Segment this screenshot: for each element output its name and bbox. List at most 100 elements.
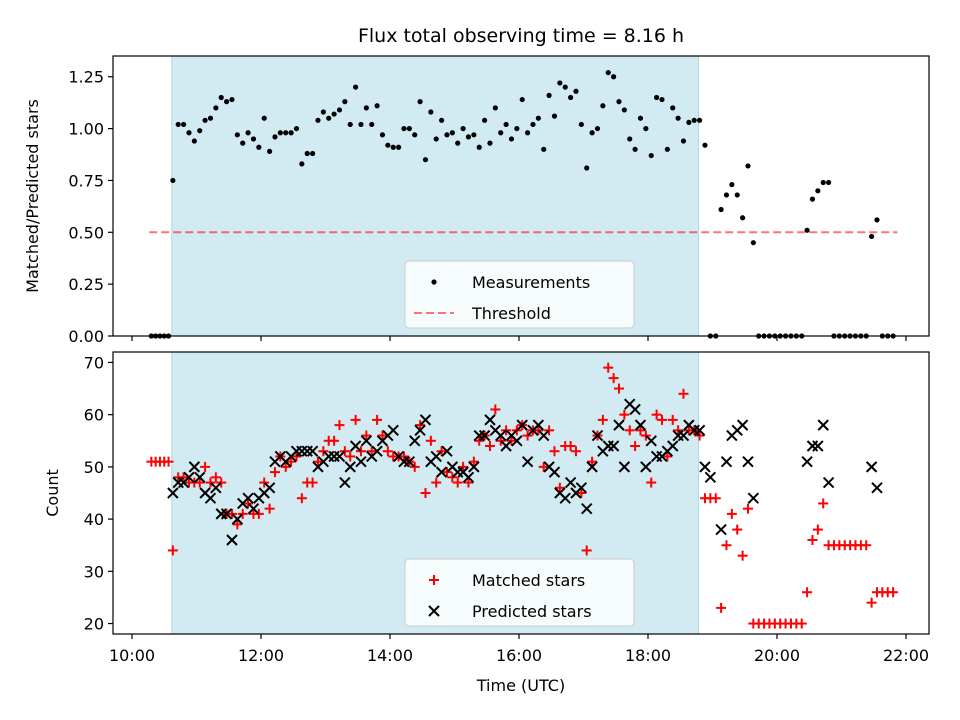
predicted-star-point [581,502,593,515]
predicted-star-point [629,403,641,416]
measurement-point [734,192,740,198]
predicted-star-point [871,482,883,494]
measurement-point [175,121,181,128]
matched-star-point [490,404,501,415]
matched-star-point [640,430,651,441]
matched-star-point [662,451,673,462]
matched-star-point [441,467,452,478]
predicted-star-point [812,440,824,452]
measurement-point [621,107,627,113]
predicted-star-point [704,471,717,484]
matched-star-point [807,535,818,545]
matched-star-point [742,503,753,514]
predicted-star-point [511,435,523,447]
matched-star-point [318,446,329,457]
predicted-star-point [667,440,679,452]
measurement-point [874,217,880,223]
matched-star-point [468,456,479,467]
measurement-point [412,132,418,138]
matched-star-point [291,451,302,462]
matched-star-point [253,508,264,519]
measurement-point [594,125,601,132]
matched-star-point [382,446,393,457]
measurement-point [498,130,504,136]
matched-star-point [597,414,608,425]
bottom-y-tick-label: 50 [84,458,104,477]
measurement-point [444,132,450,138]
legend-label: Threshold [471,304,551,323]
bottom-y-tick-label: 30 [84,562,104,581]
bottom-x-tick-label: 22:00 [883,646,929,665]
matched-star-point [307,477,318,488]
matched-star-point [372,414,383,425]
matched-star-point [888,587,899,598]
measurement-point [546,92,552,99]
measurement-point [697,117,703,123]
measurement-point [691,117,697,123]
measurement-point [455,140,461,146]
matched-star-point [678,388,689,399]
predicted-star-point [188,461,201,473]
legend-predicted-marker [428,605,440,617]
matched-star-point [608,373,619,384]
matched-star-point [570,446,581,457]
measurement-point [648,152,654,159]
matched-star-point [377,430,388,441]
matched-star-point [350,414,361,425]
measurement-point [702,142,708,148]
top-y-tick-label: 0.25 [68,275,104,294]
measurement-point [304,150,310,157]
measurement-point [686,119,692,125]
matched-star-point [194,477,205,488]
legend-box [404,260,635,329]
measurement-point [293,125,300,132]
bottom-axes-frame [112,351,930,635]
measurement-point [804,227,810,233]
measurement-point [417,99,423,105]
measurement-point [745,163,751,169]
predicted-star-point [575,482,588,494]
measurement-point [310,150,316,157]
predicted-star-point [516,419,528,431]
measurement-point [385,142,391,148]
measurement-point [487,140,493,146]
measurement-point [557,80,563,86]
matched-star-point [415,420,426,431]
matched-star-point [581,545,592,556]
measurement-point [616,99,622,105]
predicted-star-point [371,445,383,457]
matched-star-point [280,461,291,472]
measurement-point [267,148,273,155]
predicted-star-point [591,429,604,442]
chart-title: Flux total observing time = 8.16 h [358,25,684,47]
measurement-point [261,115,267,121]
matched-star-point [587,456,598,467]
matched-star-point [619,409,630,420]
matched-star-point [533,425,544,436]
matched-star-point [163,456,174,467]
matched-star-point [716,602,727,613]
measurement-point [723,192,730,198]
predicted-star-point [521,455,534,468]
predicted-star-point [263,482,276,494]
matched-star-point [646,477,657,488]
predicted-star-point [484,414,496,426]
matched-star-point [296,493,307,504]
matched-star-point [635,425,646,436]
measurement-point [675,115,681,121]
predicted-star-point [220,508,233,520]
matched-star-point [167,545,178,556]
matched-star-point [576,488,587,498]
measurement-point [525,130,531,136]
measurement-point [390,144,396,150]
bottom-x-tick-label: 14:00 [367,646,413,665]
predicted-star-point [559,492,571,504]
measurement-point [207,115,214,121]
measurement-point [654,94,660,101]
matched-star-point [554,482,565,493]
measurement-point [401,125,407,132]
matched-star-point [721,540,732,551]
measurement-point [718,206,724,213]
bottom-panel: 20 30 40 50 60 70 10:00 12:00 14:00 16:00 18:00 20:… [43,351,930,695]
matched-star-point [796,618,807,629]
